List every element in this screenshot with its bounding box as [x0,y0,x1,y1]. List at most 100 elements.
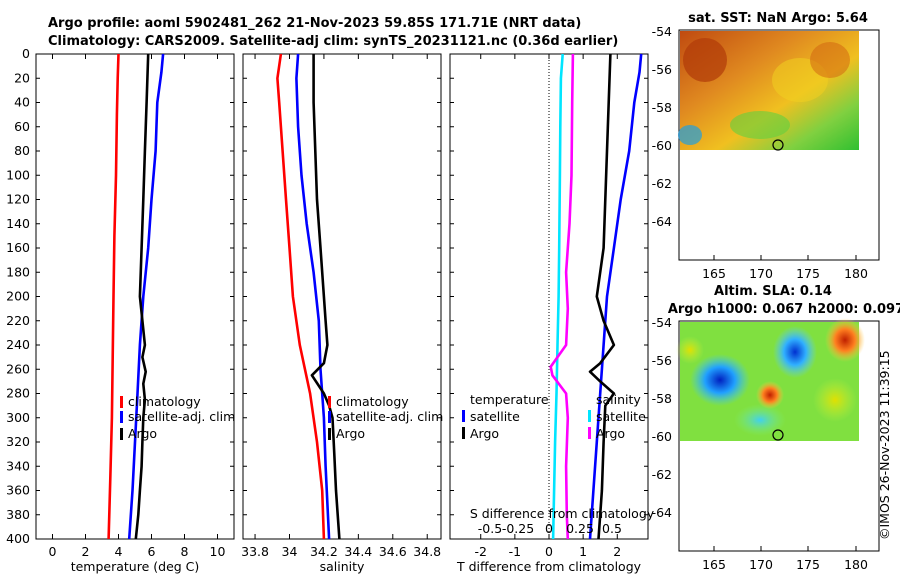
map-y-tick-label: -62 [652,467,672,482]
s-tick-label: 0.25 [566,521,594,536]
temperature-x-ticks: 0 2 4 6 8 10 [36,53,234,559]
y-tick-label: 280 [6,386,30,401]
map-y-tick-label: -64 [652,505,672,520]
series-line-climatology [107,53,120,540]
y-tick-label: 60 [14,119,30,134]
s-tick-label: 0 [545,521,553,536]
x-tick-label: -2 [474,544,486,559]
y-tick-label: 220 [6,313,30,328]
x-tick-label: 0 [545,544,553,559]
y-tick-label: 80 [14,143,30,158]
x-tick-label: 2 [613,544,621,559]
difference-panel: -2 -1 0 1 2 temperature satellite Argo salin… [449,53,655,574]
y-tick-label: 0 [22,46,30,61]
sla-x-ticks: 165 170 175 180 [702,546,868,572]
series-line-argo [134,53,150,540]
map-y-tick-label: -56 [652,353,672,368]
difference-x-ticks: -2 -1 0 1 2 [450,53,648,559]
sst-map: sat. SST: NaN Argo: 5.64 165 170 175 180 -5… [652,11,880,281]
s-tick-label: -0.5 [478,521,502,536]
y-tick-label: 340 [6,458,30,473]
x-tick-label: 4 [115,544,123,559]
s-difference-label: S difference from climatology [470,506,655,521]
map-x-tick-label: 180 [844,266,868,281]
x-tick-label: 0 [49,544,57,559]
salinity-legend: climatology satellite-adj. clim Argo [328,394,443,441]
legend-t-satellite: satellite [470,409,520,424]
s-difference-ticks: -0.5 -0.25 0 0.25 0.5 [478,521,622,536]
legend-swatch-argo [328,428,331,440]
s-tick-label: 0.5 [602,521,622,536]
map-x-tick-label: 165 [702,557,726,572]
sla-map: Altim. SLA: 0.14 Argo h1000: 0.067 h2000… [652,284,900,572]
sst-map-title: sat. SST: NaN Argo: 5.64 [688,11,868,26]
series-line-t-satellite [588,53,643,540]
legend-climatology: climatology [336,394,409,409]
argo-location-marker [772,139,784,151]
legend-satellite: satellite-adj. clim [128,409,235,424]
map-x-tick-label: 170 [749,266,773,281]
temperature-series [107,53,165,540]
y-tick-label: 140 [6,216,30,231]
s-tick-label: -0.25 [502,521,534,536]
temperature-x-label: temperature (deg C) [71,559,200,574]
y-tick-label: 40 [14,95,30,110]
sla-y-ticks: -54 -56 -58 -60 -62 -64 [652,315,672,520]
legend-swatch-climatology [120,396,123,408]
y-tick-label: 240 [6,337,30,352]
x-tick-label: 34.8 [413,544,441,559]
plot-title-line2: Climatology: CARS2009. Satellite-adj cli… [48,34,618,49]
series-line-satellite-adj-clim [295,53,331,540]
temperature-panel: 0204060801001201401601802002202402602803… [6,46,235,574]
y-tick-label: 160 [6,240,30,255]
y-tick-label: 100 [6,167,30,182]
salinity-series [276,53,341,540]
y-tick-label: 380 [6,507,30,522]
sst-y-ticks: -54 -56 -58 -60 -62 -64 [652,24,672,229]
y-tick-label: 400 [6,531,30,546]
map-y-tick-label: -58 [652,100,672,115]
x-tick-label: -1 [509,544,521,559]
sla-map-subtitle: Argo h1000: 0.067 h2000: 0.097 [668,302,900,317]
salinity-x-label: salinity [320,559,365,574]
map-x-tick-label: 175 [796,266,820,281]
salinity-axes-frame [242,53,442,540]
series-line-s-satellite [551,53,564,540]
imos-credit: ©IMOS 26-Nov-2023 11:39:15 [877,350,892,540]
x-tick-label: 10 [210,544,226,559]
x-tick-label: 33.8 [241,544,269,559]
map-y-tick-label: -62 [652,176,672,191]
series-line-t-argo [588,53,616,540]
temperature-legend: climatology satellite-adj. clim Argo [120,394,235,441]
salinity-x-ticks: 33.8 34 34.2 34.4 34.6 34.8 [241,53,441,559]
y-tick-label: 120 [6,192,30,207]
legend-swatch-satellite [328,411,331,423]
x-tick-label: 34.4 [344,544,372,559]
x-tick-label: 6 [148,544,156,559]
legend-s-argo: Argo [596,426,625,441]
legend-swatch-satellite [120,411,123,423]
legend-s-satellite: satellite [596,409,646,424]
series-line-argo [310,54,341,540]
map-x-tick-label: 170 [749,557,773,572]
legend-swatch-s-argo [588,427,591,439]
map-y-tick-label: -56 [652,62,672,77]
x-tick-label: 34.2 [310,544,338,559]
y-tick-label: 300 [6,410,30,425]
map-y-tick-label: -60 [652,429,672,444]
sst-x-ticks: 165 170 175 180 [702,255,868,281]
x-tick-label: 8 [181,544,189,559]
legend-temperature-heading: temperature [470,392,549,407]
map-x-tick-label: 175 [796,557,820,572]
sla-map-title: Altim. SLA: 0.14 [714,284,832,299]
argo-location-marker [772,429,784,441]
y-tick-label: 200 [6,289,30,304]
legend-swatch-climatology [328,396,331,408]
legend-swatch-t-satellite [462,410,465,422]
legend-climatology: climatology [128,394,201,409]
map-y-tick-label: -64 [652,214,672,229]
map-x-tick-label: 165 [702,266,726,281]
legend-salinity-heading: salinity [596,392,641,407]
y-tick-label: 360 [6,483,30,498]
